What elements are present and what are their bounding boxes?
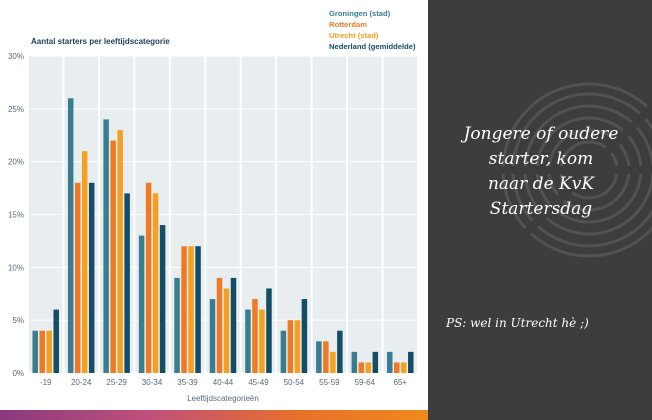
x-tick-label: 40-44 — [213, 378, 234, 387]
x-axis-title: Leeftijdscategorieën — [187, 394, 259, 403]
bar — [159, 225, 166, 373]
y-tick-label: 25% — [8, 105, 24, 114]
chart-panel: Aantal starters per leeftijdscategorie G… — [7, 8, 418, 403]
x-tick-label: 35-39 — [177, 378, 198, 387]
bar — [230, 277, 237, 373]
x-tick-label: 50-54 — [284, 378, 305, 387]
bar — [138, 235, 145, 373]
y-tick-label: 15% — [8, 211, 24, 220]
bar — [195, 246, 201, 373]
bar — [372, 351, 379, 373]
bar — [152, 193, 159, 373]
bar — [330, 351, 336, 373]
bar — [174, 277, 180, 373]
slogan-line: Startersdag — [489, 199, 593, 219]
x-tick-label: 59-64 — [355, 378, 376, 387]
bar — [323, 341, 329, 373]
bar — [408, 351, 414, 373]
bar — [358, 362, 365, 373]
bar — [266, 288, 272, 373]
bar — [110, 140, 116, 373]
bar — [216, 277, 223, 373]
legend-rotterdam: Rotterdam — [329, 20, 367, 29]
bar — [316, 341, 322, 373]
bar — [181, 246, 187, 373]
legend-nederland: Nederland (gemiddelde) — [329, 42, 416, 51]
legend-groningen: Groningen (stad) — [329, 9, 391, 18]
bar — [223, 288, 230, 373]
gradient-footer-bar — [0, 410, 428, 420]
x-tick-label: 20-24 — [71, 378, 92, 387]
bar — [394, 362, 400, 373]
bar — [337, 330, 343, 373]
bar — [88, 182, 95, 373]
bar — [39, 330, 45, 373]
bar-chart: 0% 5% 10% 15% 20% 25% 30% -19 20-24 25-29 30-34 35-… — [8, 52, 418, 403]
y-tick-label: 20% — [8, 158, 24, 167]
y-tick-label: 0% — [12, 369, 24, 378]
chart-title: Aantal starters per leeftijdscategorie — [31, 37, 170, 46]
x-tick-label: -19 — [40, 378, 52, 387]
bar — [81, 151, 88, 373]
y-tick-label: 30% — [8, 52, 24, 61]
bar — [46, 330, 52, 373]
slogan-line: starter, kom — [488, 149, 594, 169]
bar — [209, 299, 216, 373]
bar — [294, 320, 301, 373]
slogan: Jongere of oudere starter, kom naar de K… — [446, 122, 636, 222]
bar — [117, 129, 123, 373]
chart-legend: Groningen (stad) Rotterdam Utrecht (stad… — [329, 8, 416, 52]
bar — [245, 309, 251, 373]
bar — [124, 193, 130, 373]
slogan-line: Jongere of oudere — [463, 124, 619, 144]
bar — [145, 182, 152, 373]
bar — [188, 246, 194, 373]
slogan-line: naar de KvK — [487, 174, 595, 194]
kvk-emblem-watermark — [499, 82, 652, 258]
x-tick-label: 55-59 — [319, 378, 340, 387]
y-tick-label: 10% — [8, 263, 24, 272]
bar — [287, 320, 294, 373]
bar — [259, 309, 265, 373]
x-tick-label: 65+ — [393, 378, 407, 387]
bar — [252, 299, 258, 373]
bar — [74, 182, 81, 373]
x-tick-label: 25-29 — [106, 378, 127, 387]
bar — [67, 98, 74, 374]
y-tick-label: 5% — [12, 316, 24, 325]
bar — [351, 351, 358, 373]
ps-note: PS: wel in Utrecht hè ;) — [446, 316, 589, 330]
bar — [53, 309, 59, 373]
x-tick-label: 45-49 — [248, 378, 269, 387]
bar — [301, 299, 308, 373]
legend-utrecht: Utrecht (stad) — [329, 31, 379, 40]
bar — [365, 362, 372, 373]
bar — [32, 330, 38, 373]
bar — [103, 119, 109, 374]
x-tick-label: 30-34 — [142, 378, 163, 387]
bar — [401, 362, 407, 373]
bar — [280, 330, 287, 373]
bar — [387, 351, 393, 373]
